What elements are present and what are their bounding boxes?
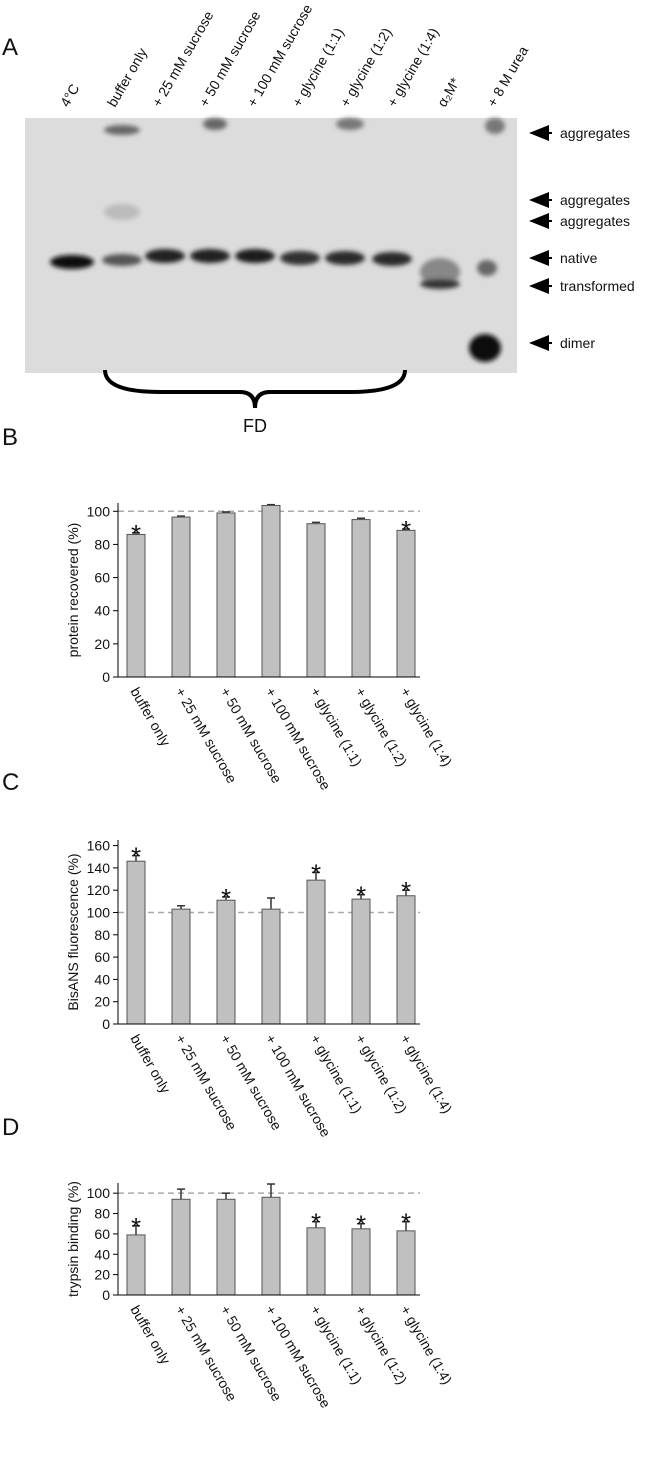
significance-marker: *: [356, 1210, 366, 1240]
band-label: aggregates: [560, 125, 630, 141]
y-axis-label: trypsin binding (%): [65, 1181, 81, 1297]
bar: [216, 1198, 236, 1296]
y-tick-label: 60: [94, 1226, 110, 1242]
y-tick-label: 0: [102, 1287, 110, 1303]
significance-marker: *: [131, 1212, 141, 1242]
y-tick-label: 20: [94, 636, 110, 652]
bar: [261, 1196, 281, 1296]
y-tick-label: 20: [94, 994, 110, 1010]
panel-letter: A: [2, 34, 18, 61]
bar: [306, 879, 326, 1025]
bar: [171, 908, 191, 1025]
panel-letter: C: [2, 769, 19, 796]
gel-image: [25, 118, 517, 373]
y-tick-label: 100: [87, 503, 111, 519]
significance-marker: *: [311, 1208, 321, 1238]
y-axis-label: BisANS fluorescence (%): [65, 853, 81, 1010]
lane-label: + 8 M urea: [484, 43, 532, 109]
y-tick-label: 160: [87, 838, 111, 854]
bar: [171, 516, 191, 678]
y-tick-label: 20: [94, 1267, 110, 1283]
bar: [216, 512, 236, 678]
y-tick-label: 60: [94, 570, 110, 586]
x-tick-label: buffer only: [127, 685, 173, 749]
lane-labels: 4°C buffer only+ 25 mM sucrose+ 50 mM suc…: [57, 1, 532, 109]
x-tick-label: buffer only: [127, 1032, 173, 1096]
significance-marker: *: [221, 883, 231, 913]
lane-label: buffer only: [104, 45, 150, 109]
lane-label: + glycine (1:4): [384, 25, 442, 109]
significance-marker: *: [131, 842, 141, 872]
y-tick-label: 40: [94, 1246, 110, 1262]
bar: [126, 1234, 146, 1296]
band-label: native: [560, 250, 598, 266]
band-label: transformed: [560, 278, 635, 294]
bar: [216, 899, 236, 1025]
y-tick-label: 100: [87, 904, 111, 920]
significance-marker: *: [311, 858, 321, 888]
bar: [396, 529, 416, 678]
y-tick-label: 40: [94, 971, 110, 987]
bracket: [103, 369, 407, 409]
bar: [396, 1230, 416, 1296]
bar: [351, 519, 371, 678]
y-tick-label: 80: [94, 927, 110, 943]
band-label: aggregates: [560, 213, 630, 229]
y-tick-label: 0: [102, 1016, 110, 1032]
bar: [396, 895, 416, 1025]
bar: [261, 908, 281, 1025]
lane-label: α₂M*: [434, 74, 463, 109]
x-tick-label: buffer only: [127, 1303, 173, 1367]
bar: [306, 523, 326, 678]
significance-marker: *: [401, 515, 411, 545]
y-tick-label: 80: [94, 1206, 110, 1222]
bar: [126, 860, 146, 1025]
y-tick-label: 60: [94, 949, 110, 965]
panel-letter: D: [2, 1114, 19, 1141]
y-tick-label: 120: [87, 882, 111, 898]
bar: [261, 504, 281, 678]
significance-marker: *: [401, 1208, 411, 1238]
bar: [126, 533, 146, 678]
y-axis-label: protein recovered (%): [65, 523, 81, 658]
band-label: dimer: [560, 335, 595, 351]
bar: [171, 1198, 191, 1296]
significance-marker: *: [356, 881, 366, 911]
bar: [351, 898, 371, 1025]
y-tick-label: 140: [87, 860, 111, 876]
significance-marker: *: [131, 519, 141, 549]
significance-marker: *: [401, 876, 411, 906]
band-label: aggregates: [560, 192, 630, 208]
band-arrows: aggregates aggregates aggregates native tran…: [529, 125, 635, 351]
bracket-label: FD: [243, 416, 267, 436]
panel-letter: B: [2, 424, 18, 451]
y-tick-label: 80: [94, 536, 110, 552]
bar: [306, 1227, 326, 1296]
lane-label: 4°C: [57, 81, 83, 109]
y-tick-label: 0: [102, 669, 110, 685]
y-tick-label: 100: [87, 1185, 111, 1201]
y-tick-label: 40: [94, 603, 110, 619]
